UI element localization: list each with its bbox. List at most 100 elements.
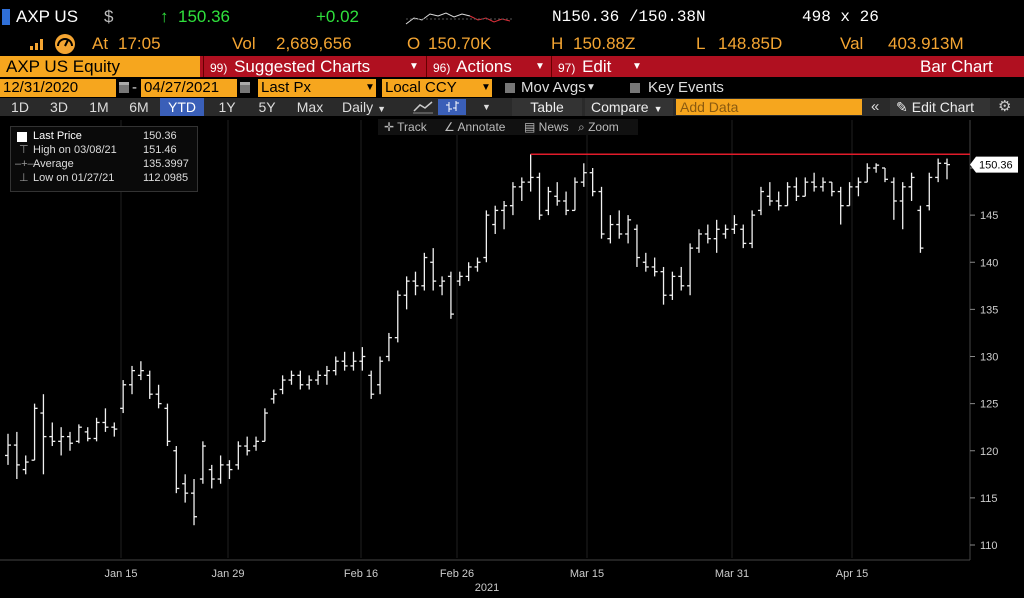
ohlc-bar bbox=[881, 167, 888, 183]
period-1y[interactable]: 1Y bbox=[218, 99, 236, 115]
ohlc-bar bbox=[297, 370, 304, 390]
x-tick-label: Feb 16 bbox=[343, 568, 379, 580]
period-1m[interactable]: 1M bbox=[89, 99, 109, 115]
ohlc-bar bbox=[403, 276, 410, 310]
actions-menu[interactable]: 96) Actions ▼ bbox=[426, 56, 550, 77]
time-label: At bbox=[92, 34, 109, 53]
zoom-tool[interactable]: ⌕ Zoom bbox=[578, 119, 619, 135]
period-3d[interactable]: 3D bbox=[50, 99, 68, 115]
ohlc-bar bbox=[509, 182, 516, 216]
ohlc-bar bbox=[527, 154, 534, 192]
ohlc-bar bbox=[598, 186, 605, 239]
date-range-row: 12/31/2020 - 04/27/2021 Last Px ▼ Local … bbox=[0, 79, 1024, 97]
value-label: Val bbox=[840, 34, 864, 53]
ohlc-bar bbox=[855, 177, 862, 197]
suggested-charts-label: Suggested Charts bbox=[234, 57, 371, 76]
end-date-field[interactable]: 04/27/2021 bbox=[141, 79, 237, 97]
legend-value: 112.0985 bbox=[143, 172, 189, 184]
suggested-charts-menu[interactable]: 99) Suggested Charts ▼ bbox=[203, 56, 425, 77]
gear-icon[interactable]: ⚙ bbox=[998, 98, 1012, 115]
ohlc-bar bbox=[341, 351, 348, 371]
calendar-icon[interactable] bbox=[119, 82, 129, 93]
table-button[interactable]: Table bbox=[512, 98, 582, 116]
ohlc-bar bbox=[492, 205, 499, 234]
key-events-checkbox[interactable] bbox=[630, 83, 640, 93]
ohlc-bar bbox=[164, 403, 171, 447]
open-price: 150.70K bbox=[428, 34, 492, 53]
ohlc-bar bbox=[323, 365, 330, 385]
currency-select[interactable]: Local CCY bbox=[382, 79, 492, 97]
ohlc-bar bbox=[13, 431, 20, 480]
chart-grid bbox=[0, 120, 971, 561]
track-tool[interactable]: ✛ Track bbox=[384, 119, 427, 135]
ohlc-bars bbox=[5, 154, 950, 526]
collapse-icon[interactable]: « bbox=[871, 98, 880, 115]
edit-chart-button[interactable]: ✎ Edit Chart bbox=[890, 98, 990, 116]
compare-button[interactable]: Compare ▼ bbox=[585, 98, 673, 116]
dropdown-arrow-icon: ▼ bbox=[535, 61, 545, 72]
edit-menu[interactable]: 97) Edit ▼ bbox=[551, 56, 647, 77]
y-tick-label: 145 bbox=[980, 210, 998, 222]
chart-legend[interactable]: Last Price 150.36 ⊤ High on 03/08/21 151… bbox=[10, 126, 198, 192]
ohlc-bar bbox=[828, 181, 835, 197]
line-chart-icon[interactable] bbox=[412, 100, 434, 114]
ohlc-bar bbox=[757, 186, 764, 216]
ohlc-bar bbox=[67, 431, 74, 451]
edit-number: 97) bbox=[558, 61, 576, 75]
ohlc-bar bbox=[687, 243, 694, 296]
ohlc-bar bbox=[890, 177, 897, 220]
ohlc-bar-icon bbox=[446, 101, 459, 112]
annotate-tool[interactable]: ∠ Annotate bbox=[444, 119, 505, 135]
legend-last-price: Last Price 150.36 bbox=[15, 130, 195, 143]
add-data-input[interactable]: Add Data bbox=[676, 99, 862, 115]
news-icon: ▤ bbox=[524, 120, 539, 134]
ohlc-bar bbox=[837, 186, 844, 225]
y-tick-label: 130 bbox=[980, 352, 998, 364]
ohlc-bar bbox=[120, 380, 127, 414]
bar-chart-style-button[interactable] bbox=[438, 99, 466, 115]
compare-label: Compare bbox=[591, 99, 649, 115]
legend-label: High on 03/08/21 bbox=[33, 144, 117, 156]
date-separator: - bbox=[132, 79, 137, 96]
ohlc-bar bbox=[235, 441, 242, 470]
dropdown-arrow-icon[interactable]: ▼ bbox=[482, 102, 491, 112]
ohlc-bar bbox=[580, 163, 587, 187]
ohlc-bar bbox=[173, 446, 180, 494]
ticker[interactable]: AXP US bbox=[16, 7, 79, 26]
dropdown-arrow-icon: ▼ bbox=[586, 82, 596, 93]
calendar-icon[interactable] bbox=[240, 82, 250, 93]
ohlc-bar bbox=[217, 455, 224, 484]
period-6m[interactable]: 6M bbox=[129, 99, 149, 115]
ohlc-bar bbox=[22, 455, 29, 475]
mov-avgs-checkbox[interactable] bbox=[505, 83, 515, 93]
x-tick-label: Mar 15 bbox=[569, 568, 605, 580]
net-change: +0.02 bbox=[316, 7, 360, 26]
legend-value: 151.46 bbox=[143, 144, 177, 156]
security-field[interactable]: AXP US Equity bbox=[0, 56, 200, 77]
news-tool[interactable]: ▤ News bbox=[524, 119, 569, 135]
ohlc-bar bbox=[58, 427, 65, 456]
start-date-field[interactable]: 12/31/2020 bbox=[0, 79, 116, 97]
ohlc-bar bbox=[669, 271, 676, 300]
ohlc-bar bbox=[253, 436, 260, 451]
frequency-select[interactable]: Daily ▼ bbox=[336, 98, 392, 116]
edit-label: Edit bbox=[582, 57, 612, 76]
ohlc-bar bbox=[137, 361, 144, 381]
ohlc-bar bbox=[642, 252, 649, 272]
ohlc-bar bbox=[332, 356, 339, 376]
up-arrow-icon: ↑ bbox=[160, 7, 169, 26]
ohlc-bar bbox=[625, 215, 632, 244]
actions-number: 96) bbox=[433, 61, 451, 75]
period-1d[interactable]: 1D bbox=[11, 99, 29, 115]
ohlc-bar bbox=[536, 172, 543, 220]
ohlc-bar bbox=[49, 422, 56, 447]
dropdown-arrow-icon: ▼ bbox=[481, 82, 491, 93]
ohlc-bar bbox=[766, 182, 773, 206]
ohlc-bar bbox=[616, 210, 623, 239]
period-max[interactable]: Max bbox=[296, 99, 324, 115]
period-5y[interactable]: 5Y bbox=[258, 99, 276, 115]
price-field-select[interactable]: Last Px bbox=[258, 79, 376, 97]
ohlc-bar bbox=[421, 252, 428, 291]
period-ytd[interactable]: YTD bbox=[160, 98, 204, 116]
